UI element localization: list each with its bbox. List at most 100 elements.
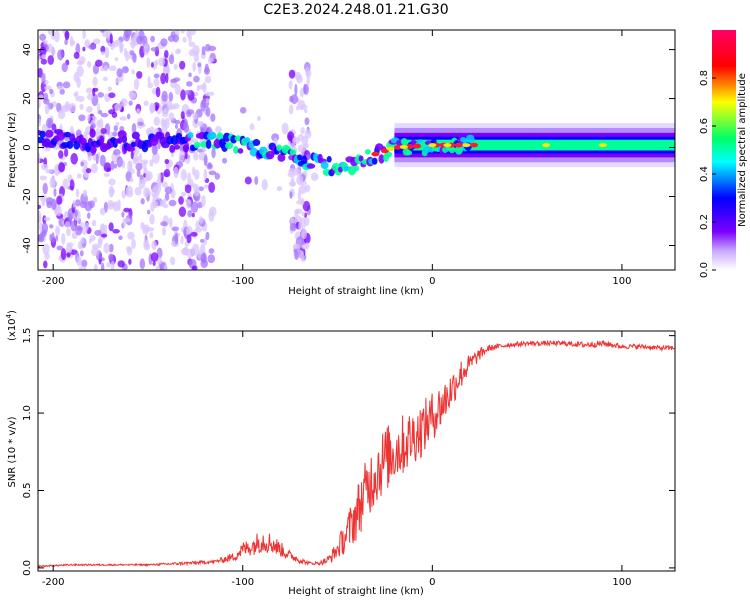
spectral-noise-point: [281, 122, 289, 135]
spectral-peak: [193, 141, 201, 149]
spectral-noise-point: [151, 240, 157, 250]
spectral-noise-point: [108, 178, 116, 186]
spectrogram-xlabel: Height of straight line (km): [288, 286, 424, 297]
spectral-noise-point: [112, 228, 120, 234]
spectral-noise-point: [193, 169, 200, 180]
x-tick-label: -200: [42, 276, 65, 287]
spectral-noise-point: [186, 109, 195, 115]
spectral-noise-point: [288, 181, 297, 187]
spectral-noise-point: [249, 123, 255, 131]
spectral-peak-strong: [405, 144, 414, 149]
colorbar-tick-label: 0.0: [699, 262, 710, 278]
spectral-noise-point: [69, 39, 76, 46]
spectral-noise-point: [152, 200, 159, 209]
spectral-noise-point: [106, 262, 111, 268]
spectral-peak: [121, 135, 128, 144]
spectral-noise-point: [113, 125, 118, 132]
spectral-noise-point: [39, 175, 48, 181]
spectral-noise-point: [190, 183, 196, 188]
spectral-peak: [358, 155, 364, 162]
spectral-noise-point: [51, 175, 55, 187]
y-tick-label: 0.0: [22, 560, 33, 576]
x-tick-label: 100: [612, 577, 631, 588]
spectral-noise-point: [40, 58, 48, 65]
spectral-noise-point: [108, 243, 114, 253]
spectral-noise-point: [87, 114, 91, 123]
spectral-noise-point: [203, 154, 208, 167]
spectral-noise-point: [192, 166, 196, 176]
spectral-noise-point: [103, 162, 112, 173]
spectral-noise-point: [41, 72, 46, 85]
spectral-noise-point: [74, 209, 78, 218]
spectral-noise-point: [54, 30, 60, 43]
spectral-noise-point: [96, 119, 101, 128]
spectral-noise-point: [82, 189, 88, 198]
spectral-noise-point: [93, 263, 98, 270]
spectral-noise-point: [41, 54, 47, 60]
spectral-peak: [371, 157, 378, 165]
spectral-noise-point: [70, 220, 77, 232]
spectral-noise-point: [87, 150, 92, 162]
spectral-noise-point: [56, 245, 64, 251]
spectral-noise-point: [301, 229, 307, 240]
spectral-noise-point: [38, 67, 43, 78]
spectral-noise-point: [76, 65, 84, 77]
spectral-noise-point: [128, 90, 134, 99]
spectral-noise-point: [84, 222, 89, 231]
spectral-peak: [418, 142, 427, 150]
spectral-noise-point: [110, 260, 115, 270]
spectral-noise-point: [294, 83, 298, 96]
spectral-noise-point: [91, 219, 97, 227]
spectral-noise-point: [117, 199, 121, 212]
snr-xlabel: Height of straight line (km): [288, 586, 424, 597]
spectral-noise-point: [195, 226, 203, 233]
spectral-noise-point: [160, 221, 168, 227]
spectral-noise-point: [296, 74, 303, 84]
snr-ylabel: SNR (10 * v/v): [7, 416, 18, 487]
spectral-peak-strong: [470, 142, 479, 148]
snr-scale-close: ): [7, 310, 18, 314]
spectral-noise-point: [292, 136, 300, 145]
spectral-noise-point: [162, 226, 167, 236]
spectral-noise-point: [58, 162, 66, 173]
spectral-noise-point: [95, 153, 99, 165]
spectral-noise-point: [64, 148, 69, 158]
spectral-peak: [400, 138, 408, 146]
spectral-noise-point: [145, 170, 153, 181]
colorbar-tick-label: 0.2: [699, 214, 710, 230]
spectral-noise-point: [68, 102, 77, 113]
spectral-noise-point: [102, 76, 108, 82]
spectral-noise-point: [183, 123, 190, 133]
spectral-noise-point: [61, 233, 66, 245]
spectral-noise-point: [92, 87, 96, 97]
spectral-noise-point: [73, 92, 77, 97]
spectral-noise-point: [62, 81, 71, 89]
spectral-noise-point: [149, 213, 155, 225]
figure-title: C2E3.2024.248.01.21.G30: [263, 2, 448, 18]
spectral-noise-point: [155, 265, 161, 270]
snr-panel: -200 -100 0 100 0.0 0.5 1.0 1.5 Height of strai…: [5, 310, 676, 597]
spectral-noise-point: [118, 42, 124, 49]
spectral-noise-point: [49, 88, 54, 95]
spectral-noise-point: [193, 51, 200, 63]
spectral-noise-point: [85, 168, 92, 174]
spectral-noise-point: [209, 57, 214, 63]
spectral-noise-point: [39, 33, 47, 41]
spectral-peak: [405, 150, 413, 156]
spectral-noise-point: [151, 152, 160, 164]
spectral-noise-point: [64, 221, 70, 228]
spectral-peak-mid: [428, 143, 437, 148]
spectral-noise-point: [115, 121, 120, 127]
spectral-noise-point: [181, 191, 187, 197]
spectral-noise-point: [174, 119, 181, 125]
spectral-noise-point: [173, 166, 179, 179]
spectral-noise-point: [75, 225, 83, 236]
spectral-noise-point: [164, 264, 168, 270]
spectral-noise-point: [155, 86, 161, 98]
spectral-noise-point: [201, 46, 206, 56]
spectral-noise-point: [177, 48, 181, 53]
colorbar-tick-label: 0.8: [699, 70, 710, 86]
spectral-noise-point: [143, 160, 147, 172]
spectral-noise-point: [139, 258, 146, 270]
spectral-noise-point: [200, 238, 205, 243]
